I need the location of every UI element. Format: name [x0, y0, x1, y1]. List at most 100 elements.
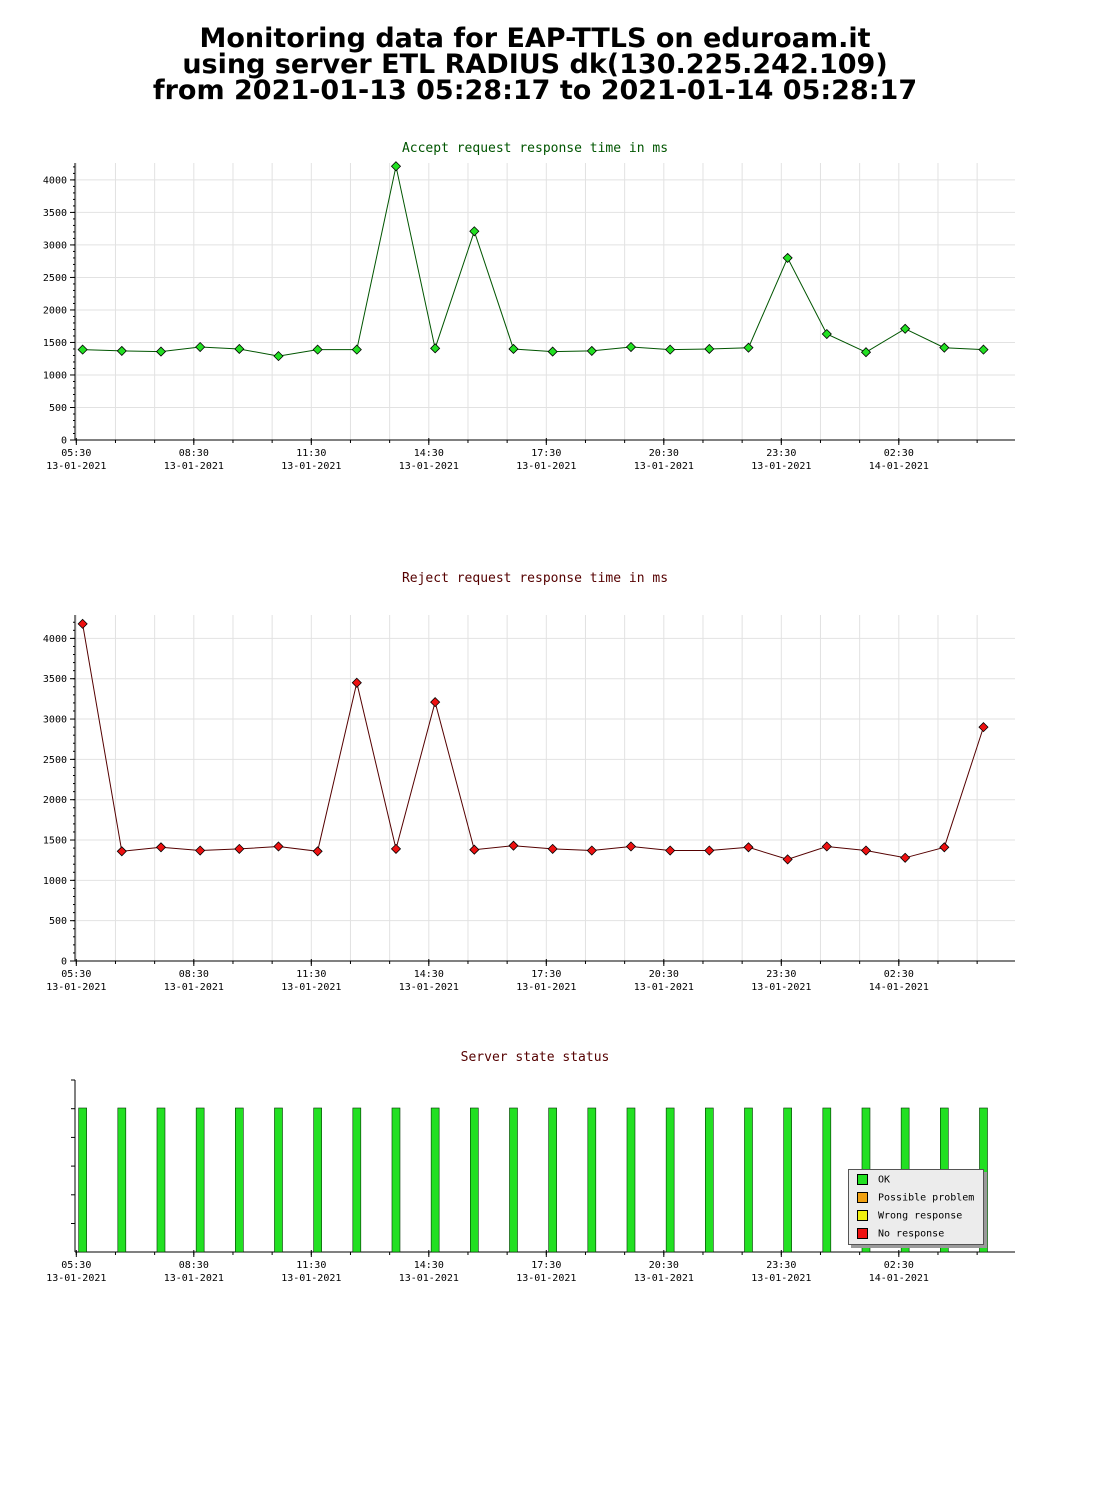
x-tick-label-time: 17:30 [531, 969, 561, 980]
x-tick-label-time: 14:30 [414, 448, 444, 459]
status-bar [430, 1107, 440, 1253]
x-tick-label-date: 13-01-2021 [516, 461, 576, 472]
legend-label-wrong-response: Wrong response [878, 1210, 963, 1222]
y-tick-label: 1500 [43, 836, 67, 847]
data-point [508, 343, 519, 355]
legend-label-no-response: No response [878, 1228, 945, 1240]
data-point [116, 345, 127, 356]
status-bar [470, 1107, 479, 1253]
status-bar [665, 1107, 675, 1253]
status-bar [783, 1107, 792, 1253]
y-tick-label: 2000 [43, 305, 67, 316]
data-point [978, 344, 989, 355]
data-point [978, 722, 989, 733]
data-point [155, 842, 167, 853]
status-bar [235, 1107, 244, 1253]
data-point [116, 846, 127, 857]
legend-item-possible-problem: Possible problem [857, 1192, 974, 1204]
data-point [195, 341, 206, 353]
x-tick-label-date: 13-01-2021 [46, 982, 106, 993]
data-point [743, 342, 754, 353]
x-tick-label-time: 17:30 [531, 448, 561, 459]
status-bar [274, 1107, 283, 1253]
x-tick-label-time: 05:30 [61, 969, 91, 980]
x-tick-label-time: 14:30 [414, 1260, 444, 1271]
x-tick-label-time: 08:30 [179, 969, 209, 980]
series-line [82, 623, 984, 860]
status-bar [117, 1107, 127, 1253]
page-title-line-3: from 2021-01-13 05:28:17 to 2021-01-14 0… [152, 75, 918, 106]
x-tick-label-time: 17:30 [531, 1260, 561, 1271]
x-tick-label-date: 13-01-2021 [634, 982, 694, 993]
x-tick-label-time: 20:30 [649, 969, 679, 980]
status-bar [195, 1107, 205, 1253]
x-tick-label-time: 14:30 [414, 969, 444, 980]
x-tick-label-time: 05:30 [61, 448, 91, 459]
status-bar [78, 1107, 87, 1253]
data-point [469, 844, 480, 855]
y-tick-label: 3500 [43, 208, 67, 219]
data-point [312, 846, 323, 857]
x-tick-label-time: 11:30 [296, 448, 326, 459]
x-tick-label-date: 13-01-2021 [164, 982, 224, 993]
y-tick-label: 1000 [43, 370, 67, 381]
data-point [77, 618, 88, 629]
x-tick-label-date: 13-01-2021 [399, 982, 459, 993]
data-point [900, 852, 911, 863]
legend-swatch-no-response [857, 1228, 868, 1239]
legend-item-ok: OK [857, 1174, 890, 1186]
data-point [390, 843, 402, 854]
reject-chart-title: Reject request response time in ms [401, 571, 669, 586]
x-tick-label-time: 02:30 [884, 1260, 914, 1271]
x-tick-label-date: 14-01-2021 [869, 982, 929, 993]
y-tick-label: 500 [49, 403, 67, 414]
data-point [234, 843, 245, 854]
x-tick-label-date: 13-01-2021 [751, 461, 811, 472]
y-tick-label: 0 [61, 957, 67, 968]
x-tick-label-date: 13-01-2021 [46, 1273, 106, 1284]
data-point [469, 226, 480, 237]
data-point [743, 842, 754, 853]
x-tick-label-date: 13-01-2021 [46, 461, 106, 472]
x-tick-label-date: 13-01-2021 [516, 982, 576, 993]
data-point [939, 342, 950, 353]
x-tick-label-time: 02:30 [884, 448, 914, 459]
data-point [625, 341, 637, 353]
x-tick-label-date: 13-01-2021 [751, 982, 811, 993]
page-title-line-2: using server ETL RADIUS dk(130.225.242.1… [182, 49, 888, 80]
data-point [782, 252, 793, 263]
legend-swatch-possible-problem [857, 1192, 868, 1203]
data-point [312, 344, 323, 355]
x-tick-label-date: 14-01-2021 [869, 1273, 929, 1284]
legend-item-wrong-response: Wrong response [857, 1210, 962, 1222]
data-point [939, 842, 950, 853]
x-tick-label-date: 13-01-2021 [634, 461, 694, 472]
data-point [351, 677, 362, 688]
data-point [821, 328, 832, 340]
x-tick-label-date: 13-01-2021 [281, 461, 341, 472]
x-tick-label-date: 14-01-2021 [869, 461, 929, 472]
accept-chart-title: Accept request response time in ms [401, 141, 669, 156]
status-legend: OK Possible problem Wrong response No re… [848, 1169, 984, 1245]
data-point [704, 845, 715, 856]
data-point [900, 323, 911, 334]
data-point [860, 347, 872, 358]
data-point [390, 161, 402, 172]
legend-swatch-wrong-response [857, 1210, 868, 1221]
data-point [860, 845, 872, 856]
y-tick-label: 4000 [43, 175, 67, 186]
x-tick-label-date: 13-01-2021 [164, 1273, 224, 1284]
page-title-line-1: Monitoring data for EAP-TTLS on eduroam.… [199, 23, 871, 54]
status-bar [744, 1107, 753, 1253]
data-point [430, 343, 441, 354]
data-point [665, 344, 676, 355]
x-tick-label-time: 05:30 [61, 1260, 91, 1271]
data-point [195, 845, 206, 856]
series-line [82, 166, 984, 357]
y-tick-label: 2500 [43, 273, 67, 284]
x-tick-label-time: 23:30 [766, 1260, 796, 1271]
x-tick-label-time: 08:30 [179, 448, 209, 459]
y-tick-label: 1000 [43, 876, 67, 887]
x-tick-label-date: 13-01-2021 [399, 1273, 459, 1284]
x-tick-label-date: 13-01-2021 [516, 1273, 576, 1284]
